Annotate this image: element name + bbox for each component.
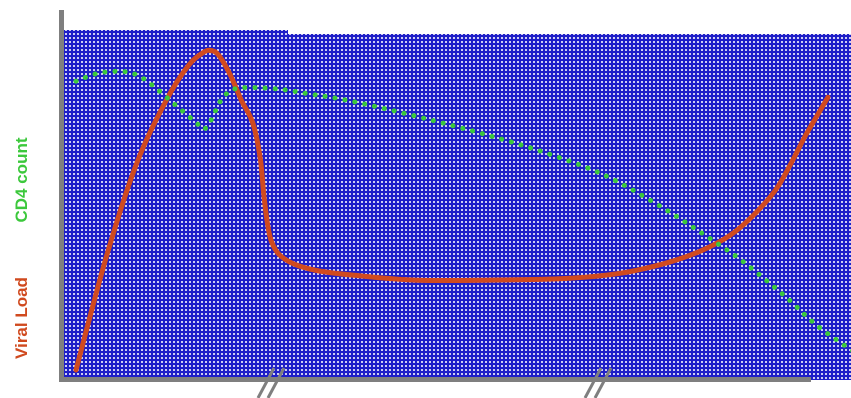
- x-axis-break-1-stroke-a: [256, 367, 276, 398]
- series-line-cd4-count: [73, 68, 851, 353]
- y-axis-label-cd4-count: CD4 count: [12, 137, 31, 222]
- y-axis: [59, 10, 64, 382]
- x-axis: [59, 377, 811, 382]
- x-axis-break-1-stroke-b: [266, 367, 286, 398]
- plot-area: [64, 30, 851, 380]
- x-axis-break-1: [256, 367, 286, 398]
- y-axis-label-viral-load: Viral Load: [12, 277, 31, 359]
- x-axis-break-2-stroke-a: [583, 367, 603, 398]
- series-layer: [73, 47, 851, 373]
- series-line-viral-load: [73, 47, 831, 373]
- x-axis-break-2-stroke-b: [593, 367, 613, 398]
- x-axis-break-2: [583, 367, 613, 398]
